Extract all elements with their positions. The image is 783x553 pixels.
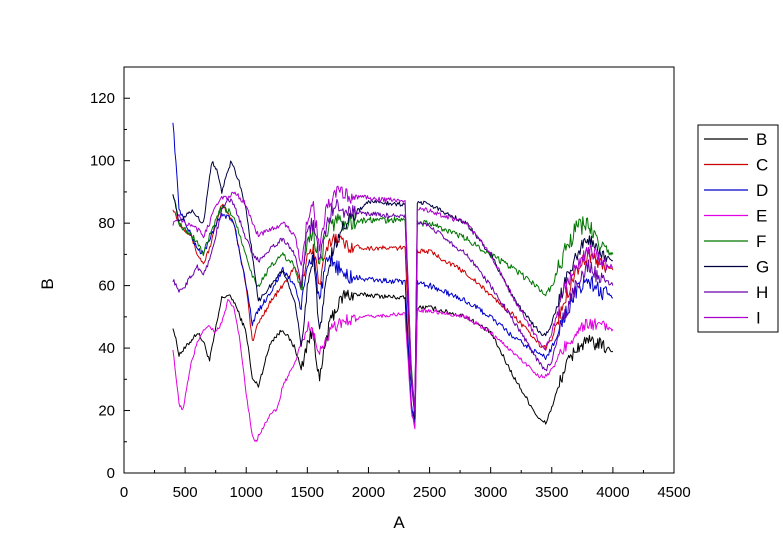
series-line-D — [172, 122, 614, 425]
legend-label-E: E — [756, 207, 767, 226]
series-line-I — [172, 185, 613, 411]
x-tick-label: 2000 — [352, 484, 385, 501]
series-line-H — [172, 197, 614, 416]
series-line-G — [172, 160, 613, 420]
y-axis-title: B — [38, 278, 57, 289]
x-tick-label: 1500 — [291, 484, 324, 501]
series-layer — [172, 122, 614, 442]
legend-label-H: H — [756, 283, 768, 302]
x-tick-label: 3500 — [535, 484, 568, 501]
legend-label-D: D — [756, 181, 768, 200]
x-tick-label: 4000 — [596, 484, 629, 501]
series-line-E — [172, 299, 614, 442]
y-tick-label: 80 — [98, 215, 115, 232]
x-tick-label: 0 — [120, 484, 128, 501]
y-tick-label: 100 — [90, 153, 115, 170]
legend-label-G: G — [756, 258, 769, 277]
legend-label-I: I — [756, 309, 761, 328]
y-tick-label: 0 — [107, 465, 115, 482]
legend-label-C: C — [756, 156, 768, 175]
legend-label-F: F — [756, 232, 766, 251]
series-line-C — [172, 203, 614, 412]
y-tick-label: 120 — [90, 90, 115, 107]
y-tick-label: 40 — [98, 340, 115, 357]
y-tick-label: 60 — [98, 278, 115, 295]
x-tick-label: 2500 — [413, 484, 446, 501]
series-line-B — [172, 289, 614, 426]
legend-box — [697, 124, 779, 333]
x-tick-label: 1000 — [230, 484, 263, 501]
x-tick-label: 3000 — [474, 484, 507, 501]
y-tick-label: 20 — [98, 403, 115, 420]
x-axis-title: A — [393, 513, 405, 532]
axis-ticks: 0 500 1000 1500 2000 2500 3000 3500 4000 4500 0 20 4… — [90, 90, 691, 501]
series-line-F — [172, 194, 614, 414]
plot-frame — [123, 66, 675, 474]
legend-label-B: B — [756, 130, 767, 149]
x-tick-label: 500 — [173, 484, 198, 501]
x-tick-label: 4500 — [657, 484, 690, 501]
